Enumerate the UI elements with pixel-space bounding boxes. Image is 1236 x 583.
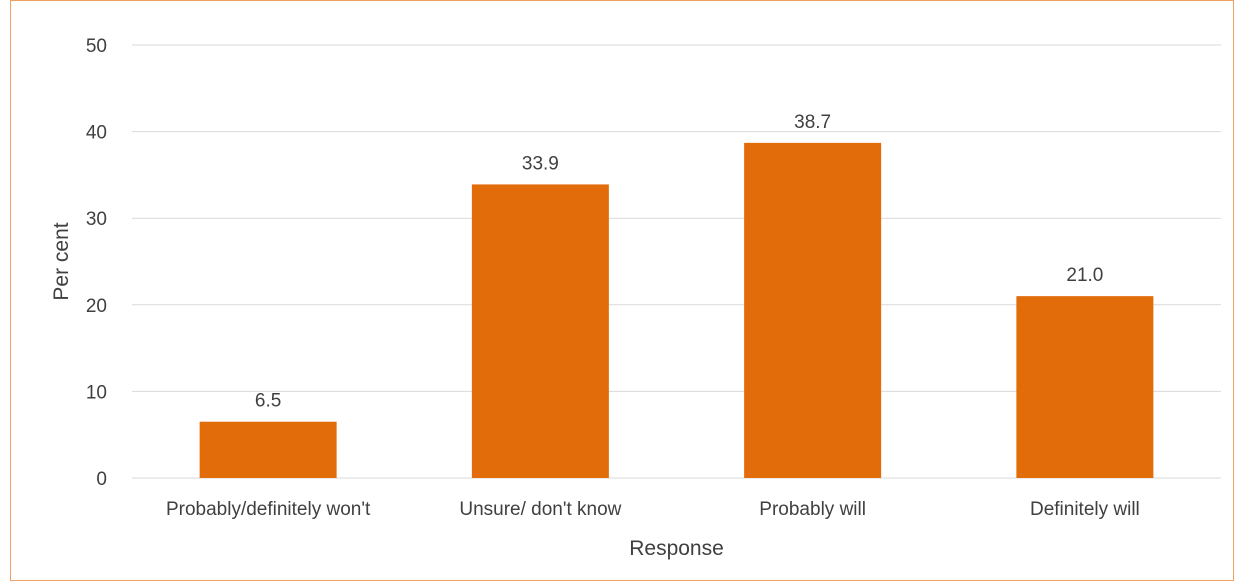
chart-frame bbox=[10, 0, 1234, 581]
x-category-label: Probably will bbox=[759, 499, 866, 520]
y-tick-label: 20 bbox=[86, 296, 107, 317]
y-axis-title: Per cent bbox=[50, 222, 73, 300]
data-label: 38.7 bbox=[794, 112, 831, 133]
bar bbox=[1016, 296, 1154, 478]
data-label: 33.9 bbox=[522, 153, 559, 174]
x-category-label: Unsure/ don't know bbox=[459, 499, 621, 520]
y-axis-ticks: 0 10 20 30 40 50 bbox=[86, 36, 107, 490]
data-label: 21.0 bbox=[1066, 265, 1103, 286]
y-tick-label: 40 bbox=[86, 123, 107, 144]
y-tick-label: 10 bbox=[86, 382, 107, 403]
bar bbox=[471, 184, 609, 478]
bar bbox=[199, 421, 337, 478]
data-labels: 6.5 33.9 38.7 21.0 bbox=[255, 112, 1103, 412]
bar bbox=[744, 142, 882, 478]
x-category-label: Probably/definitely won't bbox=[166, 499, 371, 520]
y-tick-label: 30 bbox=[86, 209, 107, 230]
y-tick-label: 50 bbox=[86, 36, 107, 57]
x-category-label: Definitely will bbox=[1030, 499, 1140, 520]
y-tick-label: 0 bbox=[96, 469, 107, 490]
x-axis-title: Response bbox=[629, 537, 724, 560]
x-axis-categories: Probably/definitely won't Unsure/ don't k… bbox=[166, 499, 1140, 520]
data-label: 6.5 bbox=[255, 391, 281, 412]
bars bbox=[199, 142, 1154, 478]
